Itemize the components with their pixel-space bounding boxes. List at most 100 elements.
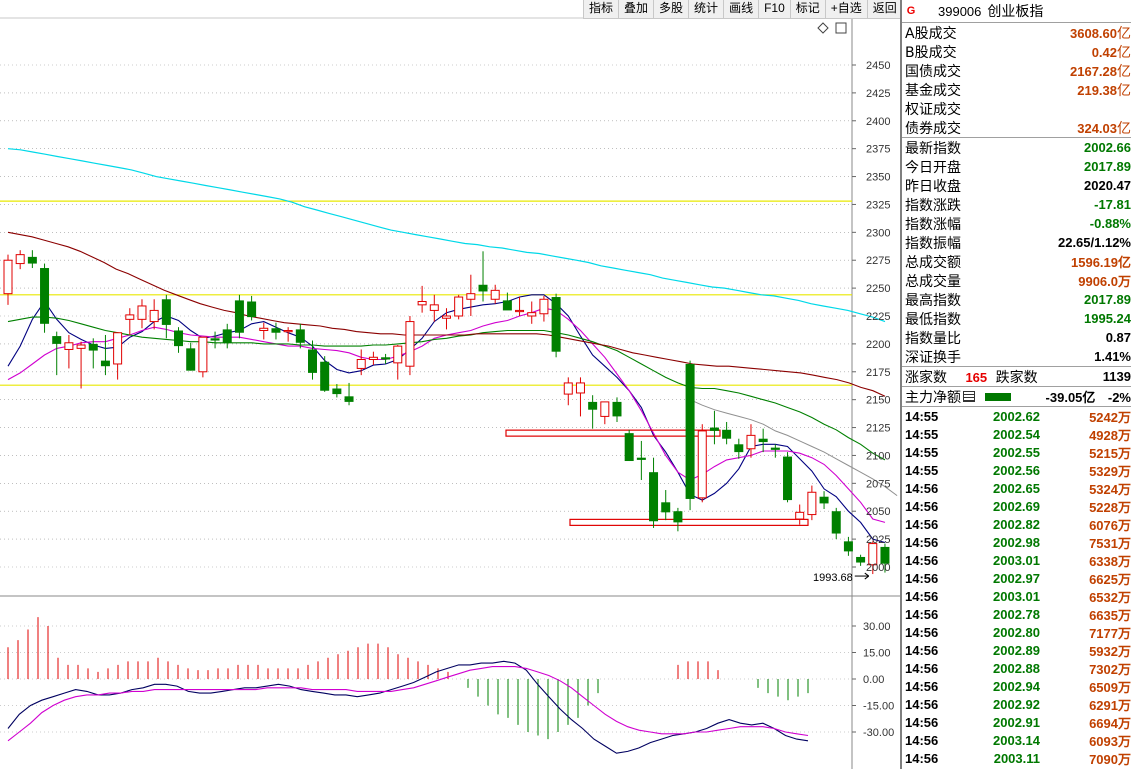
turnover-row: 国债成交 2167.28亿: [902, 61, 1131, 80]
turnover-label: 债券成交: [905, 120, 961, 137]
stat-row: 指数振幅 22.65/1.12%: [902, 233, 1131, 252]
tick-row: 14:55 2002.56 5329万: [902, 461, 1131, 479]
quote-header: G 399006 创业板指: [902, 0, 1131, 23]
candle-body: [490, 289, 500, 300]
tick-row: 14:56 2003.01 6338万: [902, 551, 1131, 569]
price-tick-label: 2000: [866, 562, 890, 574]
candle-body: [758, 438, 768, 443]
stat-value: 9906.0万: [1078, 274, 1131, 289]
tick-time: 14:55: [905, 426, 939, 442]
tick-row: 14:56 2002.89 5932万: [902, 641, 1131, 659]
tick-time: 14:56: [905, 714, 939, 730]
tick-volume: 5215万: [1089, 445, 1131, 461]
toolbar-button[interactable]: 统计: [688, 0, 723, 18]
tick-time: 14:56: [905, 624, 939, 640]
tick-row: 14:56 2002.92 6291万: [902, 695, 1131, 713]
toolbar-button[interactable]: 返回: [866, 0, 902, 18]
candle-body: [15, 254, 25, 265]
tick-row: 14:56 2002.78 6635万: [902, 605, 1131, 623]
price-tick-label: 2075: [866, 478, 890, 490]
stat-row: 指数涨跌 -17.81: [902, 195, 1131, 214]
turnover-row: B股成交 0.42亿: [902, 42, 1131, 61]
stat-value: 2020.47: [1084, 178, 1131, 193]
toolbar-button[interactable]: F10: [758, 0, 790, 18]
tick-row: 14:56 2002.88 7302万: [902, 659, 1131, 677]
toolbar-button[interactable]: 多股: [653, 0, 688, 18]
chart-area[interactable]: 1993.68 2450 2425 2400 2375 2350 2325 2300 2275 2…: [0, 0, 902, 769]
toolbar-button[interactable]: 指标: [583, 0, 618, 18]
turnover-label: 国债成交: [905, 63, 961, 80]
candle-body: [649, 472, 659, 522]
mainforce-pct: -2%: [1107, 390, 1131, 405]
candle-body: [210, 338, 220, 341]
toolbar-button[interactable]: 画线: [723, 0, 758, 18]
turnover-value: 2167.28: [1070, 63, 1117, 79]
tick-time: 14:56: [905, 588, 939, 604]
toolbar-button[interactable]: 叠加: [618, 0, 653, 18]
turnover-row: 债券成交 324.03亿: [902, 118, 1131, 137]
diamond-icon: [817, 22, 829, 34]
stat-value: -0.88%: [1089, 216, 1131, 231]
tick-price: 2002.65: [993, 480, 1040, 496]
price-tick-label: 2275: [866, 255, 890, 267]
tick-time: 14:56: [905, 642, 939, 658]
price-tick-label: 2125: [866, 423, 890, 435]
support-box: [505, 429, 721, 437]
turnover-section: A股成交 3608.60亿 B股成交 0.42亿 国债成交 2167.28亿 基金成交…: [902, 23, 1131, 138]
turnover-row: 基金成交 219.38亿: [902, 80, 1131, 99]
turnover-value: 324.03: [1077, 120, 1117, 136]
price-tick-label: 2300: [866, 227, 890, 239]
mainforce-value: -39.05亿: [1045, 390, 1096, 405]
stat-value: -17.81: [1094, 197, 1131, 212]
candle-body: [405, 321, 415, 367]
tick-time: 14:56: [905, 750, 939, 766]
kline-chart[interactable]: 1993.68 2450 2425 2400 2375 2350 2325 2300 2275 2…: [0, 0, 900, 769]
tick-volume: 5324万: [1089, 481, 1131, 497]
tick-price: 2002.97: [993, 570, 1040, 586]
g-tag: G: [906, 5, 916, 17]
price-tick-label: 2175: [866, 367, 890, 379]
candle-body: [247, 301, 257, 318]
toolbar-button[interactable]: +自选: [824, 0, 867, 18]
candle-body: [527, 312, 537, 317]
stat-row: 昨日收盘 2020.47: [902, 176, 1131, 195]
up-count-label: 涨家数: [905, 369, 947, 386]
candle-body: [259, 327, 269, 332]
candle-body: [381, 357, 391, 360]
stat-row: 深证换手 1.41%: [902, 347, 1131, 366]
toolbar-button[interactable]: 标记: [789, 0, 825, 18]
stat-value: 22.65/1.12%: [1057, 235, 1131, 250]
tick-volume: 4928万: [1089, 427, 1131, 443]
price-tick-label: 2225: [866, 311, 890, 323]
price-tick-label: 2425: [866, 88, 890, 100]
candle-body: [502, 300, 512, 311]
stat-label: 指数涨幅: [905, 216, 961, 233]
stat-label: 最低指数: [905, 311, 961, 328]
tick-time: 14:56: [905, 732, 939, 748]
candle-body: [393, 345, 403, 364]
candle-body: [125, 314, 135, 320]
tick-volume: 6694万: [1089, 715, 1131, 731]
tick-volume: 6635万: [1089, 607, 1131, 623]
turnover-unit: 亿: [1117, 25, 1131, 42]
candle-body: [368, 356, 378, 361]
support-box: [569, 518, 809, 526]
tick-list[interactable]: 14:55 2002.62 5242万 14:55 2002.54 4928万 14:55 2…: [902, 407, 1131, 767]
tick-time: 14:56: [905, 534, 939, 550]
moving-average-line: [689, 399, 898, 497]
tick-time: 14:56: [905, 570, 939, 586]
tick-row: 14:56 2002.97 6625万: [902, 569, 1131, 587]
stat-label: 最高指数: [905, 292, 961, 309]
turnover-value: 3608.60: [1070, 25, 1117, 41]
tick-time: 14:55: [905, 462, 939, 478]
tick-volume: 7090万: [1089, 751, 1131, 767]
index-code: 399006: [938, 3, 982, 19]
stat-row: 最低指数 1995.24: [902, 309, 1131, 328]
candle-body: [807, 491, 817, 516]
tick-price: 2003.01: [993, 588, 1040, 604]
table-icon[interactable]: [963, 391, 975, 402]
tick-price: 2002.94: [993, 678, 1040, 694]
stat-value: 1596.19亿: [1071, 255, 1131, 270]
moving-average-line: [7, 231, 886, 397]
tick-time: 14:56: [905, 660, 939, 676]
